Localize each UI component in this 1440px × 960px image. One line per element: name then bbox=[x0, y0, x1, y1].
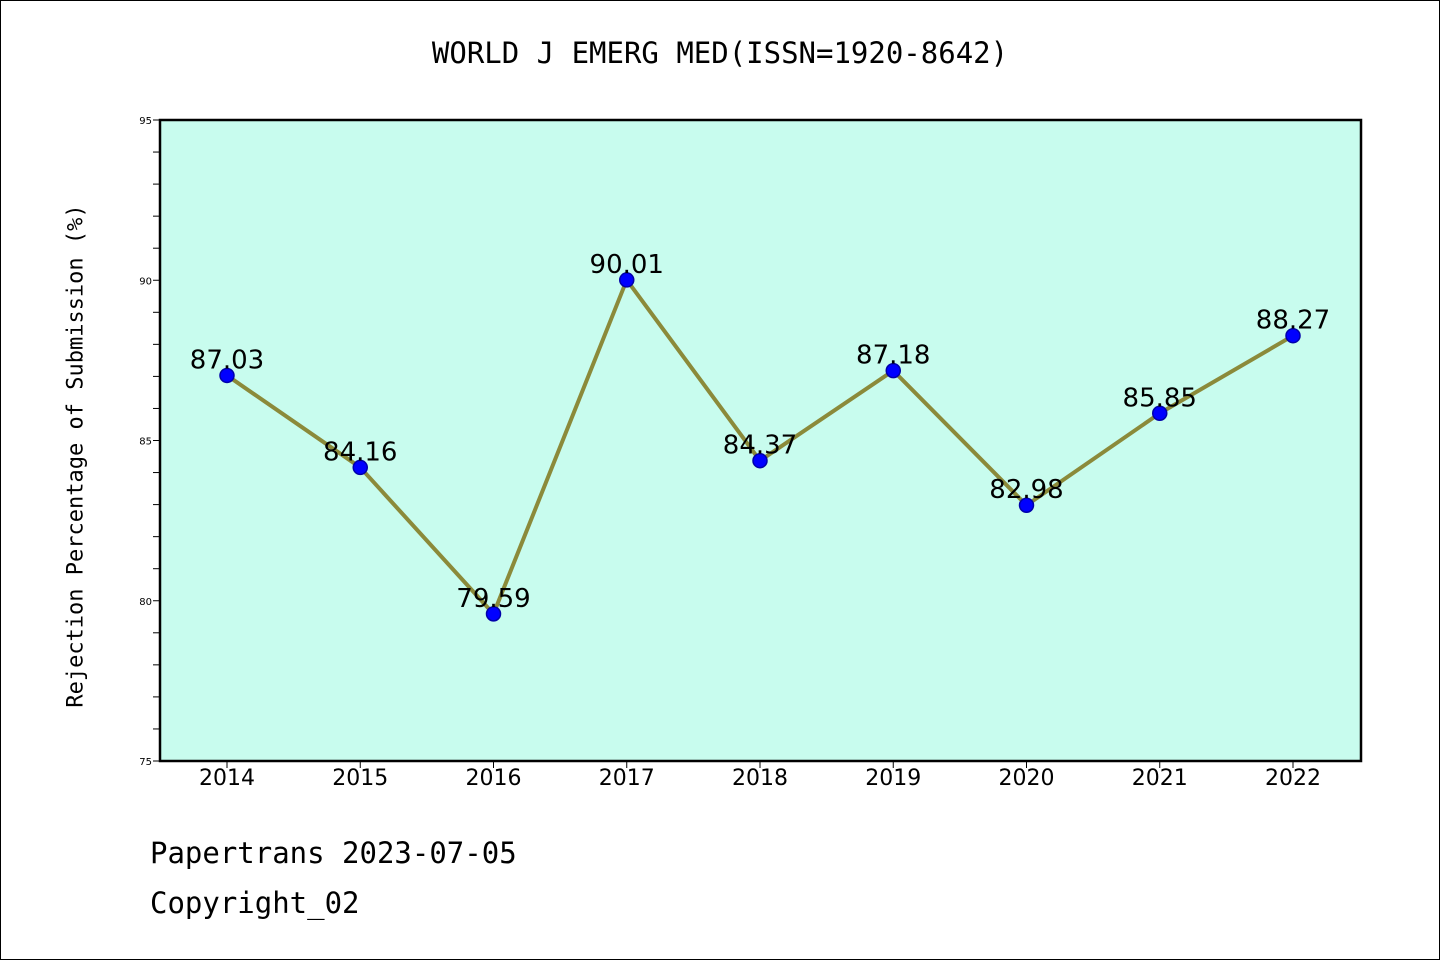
y-axis-ticks: 75 80 85 90 95 bbox=[139, 116, 160, 768]
data-label: 87.18 bbox=[856, 341, 930, 371]
y-tick-label: 80 bbox=[139, 597, 152, 608]
data-point bbox=[485, 606, 502, 622]
footer-source-date: Papertrans 2023-07-05 bbox=[150, 836, 517, 870]
x-tick-label: 2020 bbox=[999, 766, 1055, 791]
data-point bbox=[352, 459, 368, 476]
x-tick-label: 2016 bbox=[466, 766, 522, 791]
x-tick-label: 2019 bbox=[865, 766, 921, 791]
x-tick-label: 2015 bbox=[332, 766, 388, 791]
data-label: 88.27 bbox=[1256, 306, 1330, 336]
data-label: 87.03 bbox=[190, 345, 264, 375]
chart-title: WORLD J EMERG MED(ISSN=1920-8642) bbox=[431, 36, 1009, 70]
x-axis-ticks: 2014 2015 2016 2017 2018 2019 2020 2021 2022 bbox=[199, 761, 1321, 791]
y-tick-label: 85 bbox=[139, 437, 152, 448]
data-label: 85.85 bbox=[1123, 383, 1197, 413]
data-point bbox=[1285, 327, 1301, 344]
y-tick-label: 90 bbox=[139, 276, 152, 287]
plot-area bbox=[160, 120, 1361, 761]
y-tick-label: 75 bbox=[139, 757, 152, 768]
data-label: 90.01 bbox=[590, 250, 664, 280]
data-label: 82.98 bbox=[989, 475, 1063, 505]
x-tick-label: 2014 bbox=[199, 766, 255, 791]
data-markers bbox=[219, 272, 1301, 622]
data-point bbox=[1152, 405, 1168, 422]
data-label: 79.59 bbox=[456, 584, 530, 614]
data-point bbox=[219, 367, 235, 384]
y-tick-label: 95 bbox=[139, 116, 152, 127]
data-point bbox=[619, 272, 635, 288]
data-labels: 87.03 84.16 79.59 90.01 84.37 87.18 82.98 85.85… bbox=[190, 250, 1330, 614]
x-tick-label: 2018 bbox=[732, 766, 788, 791]
x-tick-label: 2017 bbox=[599, 766, 655, 791]
data-label: 84.37 bbox=[723, 431, 797, 461]
data-point bbox=[885, 362, 901, 379]
data-label: 84.16 bbox=[323, 437, 397, 467]
data-point bbox=[752, 452, 768, 469]
x-tick-label: 2022 bbox=[1265, 766, 1321, 791]
data-point bbox=[1018, 497, 1035, 513]
plot-border bbox=[158, 118, 1363, 763]
footer-copyright: Copyright_02 bbox=[150, 886, 360, 920]
x-tick-label: 2021 bbox=[1132, 766, 1188, 791]
